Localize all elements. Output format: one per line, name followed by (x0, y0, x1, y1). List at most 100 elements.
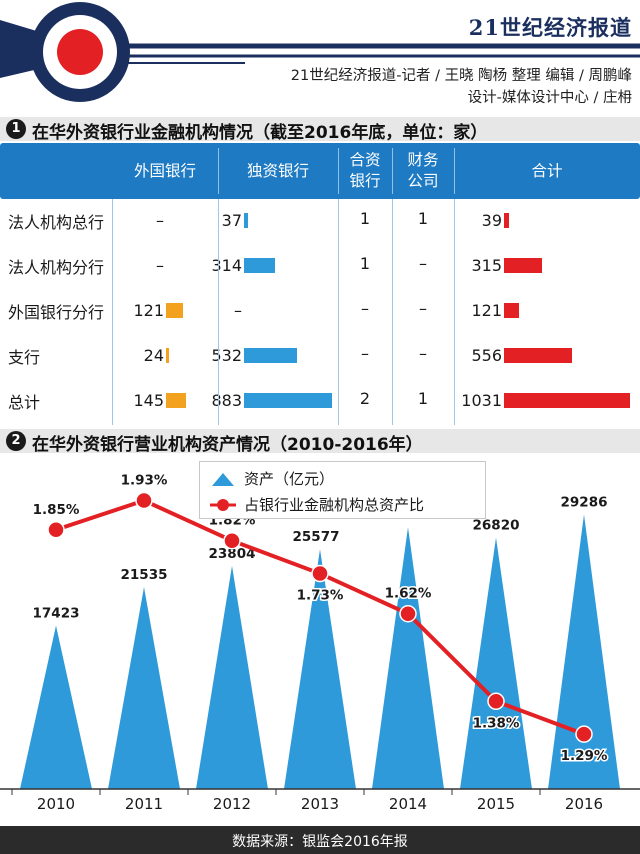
table-row: 支行 24 532 – – 556 (0, 334, 640, 376)
institutions-table: 外国银行 独资银行 合资 银行 财务 公司 合计 法人机构总行 –37 1 1 39 法人… (0, 143, 640, 425)
cell-foreign-bar (166, 302, 183, 318)
column-divider (454, 199, 455, 425)
column-divider (338, 199, 339, 425)
cell-sole-value: 883 (211, 390, 242, 410)
table-row: 法人机构总行 – 37 1 1 39 (0, 199, 640, 241)
cell-total-value: 556 (471, 345, 502, 365)
cell-total-value: 39 (481, 210, 502, 230)
credit-line: 21世纪经济报道-记者 / 王晓 陶杨 整理 编辑 / 周鹏峰 (290, 68, 632, 84)
table-body: 法人机构总行 – 37 1 1 39 法人机构分行 – 314 1 – 315 外国银行分行 121 – – –… (0, 199, 640, 425)
section2-title: 在华外资银行营业机构资产情况（2010-2016年） (32, 435, 423, 455)
cell-jv: – (361, 299, 369, 318)
cell-total-bar (504, 257, 543, 273)
x-tick-label: 2014 (389, 795, 427, 813)
cell-jv: 1 (359, 254, 371, 273)
cell-sole-bar (244, 212, 248, 228)
ratio-value-label: 1.93% (121, 473, 168, 489)
row-label: 总计 (8, 393, 41, 412)
cell-foreign-value: – (156, 255, 164, 275)
cell-total-bar (504, 392, 630, 408)
cell-foreign: – (118, 207, 164, 233)
cell-foreign-value: 145 (133, 390, 164, 410)
asset-triangle (108, 587, 180, 789)
cell-jv: 2 (359, 389, 371, 408)
ratio-point (135, 491, 153, 510)
cell-total-bar (504, 347, 572, 363)
cell-total-value: 315 (471, 255, 502, 275)
data-source: 数据来源：银监会2016年报 (232, 834, 408, 850)
asset-value-label: 23804 (209, 546, 256, 562)
cell-total-value: 121 (471, 300, 502, 320)
cell-jv: – (361, 344, 369, 363)
col-header-sole: 独资银行 (246, 161, 309, 180)
cell-sole-value: 314 (211, 255, 242, 275)
asset-value-label: 29286 (561, 494, 608, 510)
cell-finance: – (419, 254, 427, 273)
table-row: 外国银行分行 121 – – – 121 (0, 289, 640, 331)
assets-chart: 2010 2011 2012 2013 2014 2015 2016 17423 21535 23… (0, 471, 640, 813)
chart-legend: 资产（亿元） 占银行业金融机构总资产比 (199, 461, 486, 519)
asset-value-label: 17423 (33, 606, 80, 622)
ratio-value-label: 1.73% (297, 588, 344, 604)
x-tick-label: 2015 (477, 795, 515, 813)
legend-label-assets: 资产（亿元） (244, 470, 335, 488)
masthead-title: 21世纪经济报道 (468, 15, 632, 40)
x-tick-label: 2016 (565, 795, 603, 813)
row-label: 法人机构分行 (8, 258, 105, 277)
legend-label-ratio: 占银行业金融机构总资产比 (244, 496, 425, 514)
section2-heading: 2 在华外资银行营业机构资产情况（2010-2016年） (0, 429, 640, 455)
section1-title: 在华外资银行业金融机构情况（截至2016年底，单位：家） (32, 123, 488, 143)
cell-sole: – (198, 297, 242, 323)
ratio-value-label: 1.85% (33, 502, 80, 518)
asset-triangle (284, 549, 356, 789)
ratio-value-label: 1.38% (473, 715, 520, 731)
x-tick-label: 2011 (125, 795, 163, 813)
section1-heading: 1 在华外资银行业金融机构情况（截至2016年底，单位：家） (0, 117, 640, 143)
cell-total-bar (504, 212, 509, 228)
x-tick-label: 2012 (213, 795, 251, 813)
asset-triangle (20, 625, 92, 789)
cell-total: 556 (458, 342, 572, 368)
asset-value-label: 26820 (473, 518, 520, 534)
ratio-point (223, 531, 241, 550)
ratio-value-label: 1.29% (561, 748, 608, 764)
cell-foreign-bar (166, 392, 186, 408)
footer: 数据来源：银监会2016年报 (0, 826, 640, 854)
asset-triangle (372, 527, 444, 789)
column-divider (392, 199, 393, 425)
ratio-point (487, 692, 505, 711)
cell-total-bar (504, 302, 519, 318)
cell-sole-bar (244, 392, 332, 408)
cell-finance: 1 (417, 209, 429, 228)
cell-foreign-value: 121 (133, 300, 164, 320)
cell-jv: 1 (359, 209, 371, 228)
cell-total: 121 (458, 297, 519, 323)
cell-sole: 37 (198, 207, 248, 233)
design-credit-line: 设计-媒体设计中心 / 庄枏 (467, 90, 632, 106)
col-header-finance: 财务 公司 (407, 151, 439, 190)
cell-foreign: – (118, 252, 164, 278)
asset-value-label: 25577 (293, 529, 340, 545)
asset-triangle (548, 514, 620, 789)
legend-item-ratio: 占银行业金融机构总资产比 (210, 494, 424, 515)
col-header-total: 合计 (531, 161, 563, 180)
header: 21世纪经济报道 21世纪经济报道-记者 / 王晓 陶杨 整理 编辑 / 周鹏峰… (0, 0, 640, 116)
col-header-foreign: 外国银行 (133, 161, 196, 180)
ratio-value-label: 1.62% (385, 586, 432, 602)
cell-sole: 883 (198, 387, 332, 413)
cell-foreign-value: 24 (143, 345, 164, 365)
section1-number: 1 (6, 119, 26, 139)
cell-sole: 532 (198, 342, 298, 368)
row-label: 支行 (8, 348, 41, 367)
ratio-point (399, 604, 417, 623)
section2-number: 2 (6, 431, 26, 451)
column-divider (218, 199, 219, 425)
header-logo-graphic (0, 2, 640, 102)
cell-sole-bar (244, 257, 276, 273)
cell-sole-bar (244, 347, 298, 363)
cell-sole-value: – (234, 300, 242, 320)
col-header-jv: 合资 银行 (349, 151, 381, 190)
cell-sole: 314 (198, 252, 276, 278)
ratio-point (311, 564, 329, 583)
legend-item-assets: 资产（亿元） (210, 468, 334, 489)
